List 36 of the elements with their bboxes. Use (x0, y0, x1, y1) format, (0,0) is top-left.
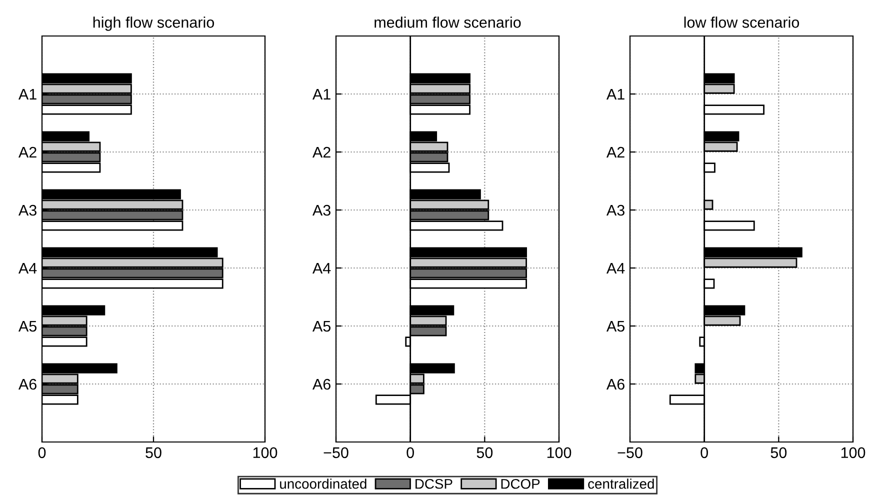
chart-title: high flow scenario (93, 16, 214, 31)
legend-label: centralized (588, 478, 654, 489)
legend-label: DCSP (416, 478, 452, 489)
y-tick-label: A2 (312, 146, 330, 158)
chart-title: low flow scenario (684, 16, 800, 28)
y-tick-label: A4 (606, 263, 625, 274)
legend-label: uncoordinated (280, 478, 366, 489)
y-tick-label: A6 (312, 378, 330, 390)
y-tick-label: A3 (312, 204, 330, 216)
x-tick-label: 0 (700, 447, 708, 458)
legend-label: DCOP (501, 478, 540, 489)
y-tick-label: A1 (606, 89, 624, 100)
y-tick-label: A1 (312, 89, 330, 100)
x-tick-label: 100 (547, 447, 572, 458)
chart-title: medium flow scenario (374, 16, 521, 28)
y-tick-label: A3 (606, 204, 624, 216)
x-tick-label: 50 (476, 447, 493, 458)
y-tick-label: A5 (606, 321, 624, 332)
x-tick-label: 0 (38, 447, 46, 458)
y-tick-label: A2 (18, 146, 36, 158)
y-tick-label: A5 (18, 321, 36, 332)
y-tick-label: A5 (312, 321, 330, 332)
x-tick-label: 100 (253, 447, 278, 458)
x-tick-label: 100 (841, 447, 866, 458)
y-tick-label: A4 (18, 263, 37, 274)
y-tick-label: A1 (18, 89, 36, 100)
y-tick-label: A6 (606, 378, 624, 390)
x-tick-label: 50 (770, 447, 787, 458)
x-tick-label: 0 (406, 447, 414, 458)
y-tick-label: A6 (18, 378, 36, 390)
y-tick-label: A3 (18, 204, 36, 216)
y-tick-label: A2 (606, 146, 624, 158)
x-tick-label: −50 (324, 447, 348, 458)
x-tick-label: −50 (618, 447, 642, 458)
x-tick-label: 50 (146, 447, 162, 458)
y-tick-label: A4 (312, 263, 331, 274)
